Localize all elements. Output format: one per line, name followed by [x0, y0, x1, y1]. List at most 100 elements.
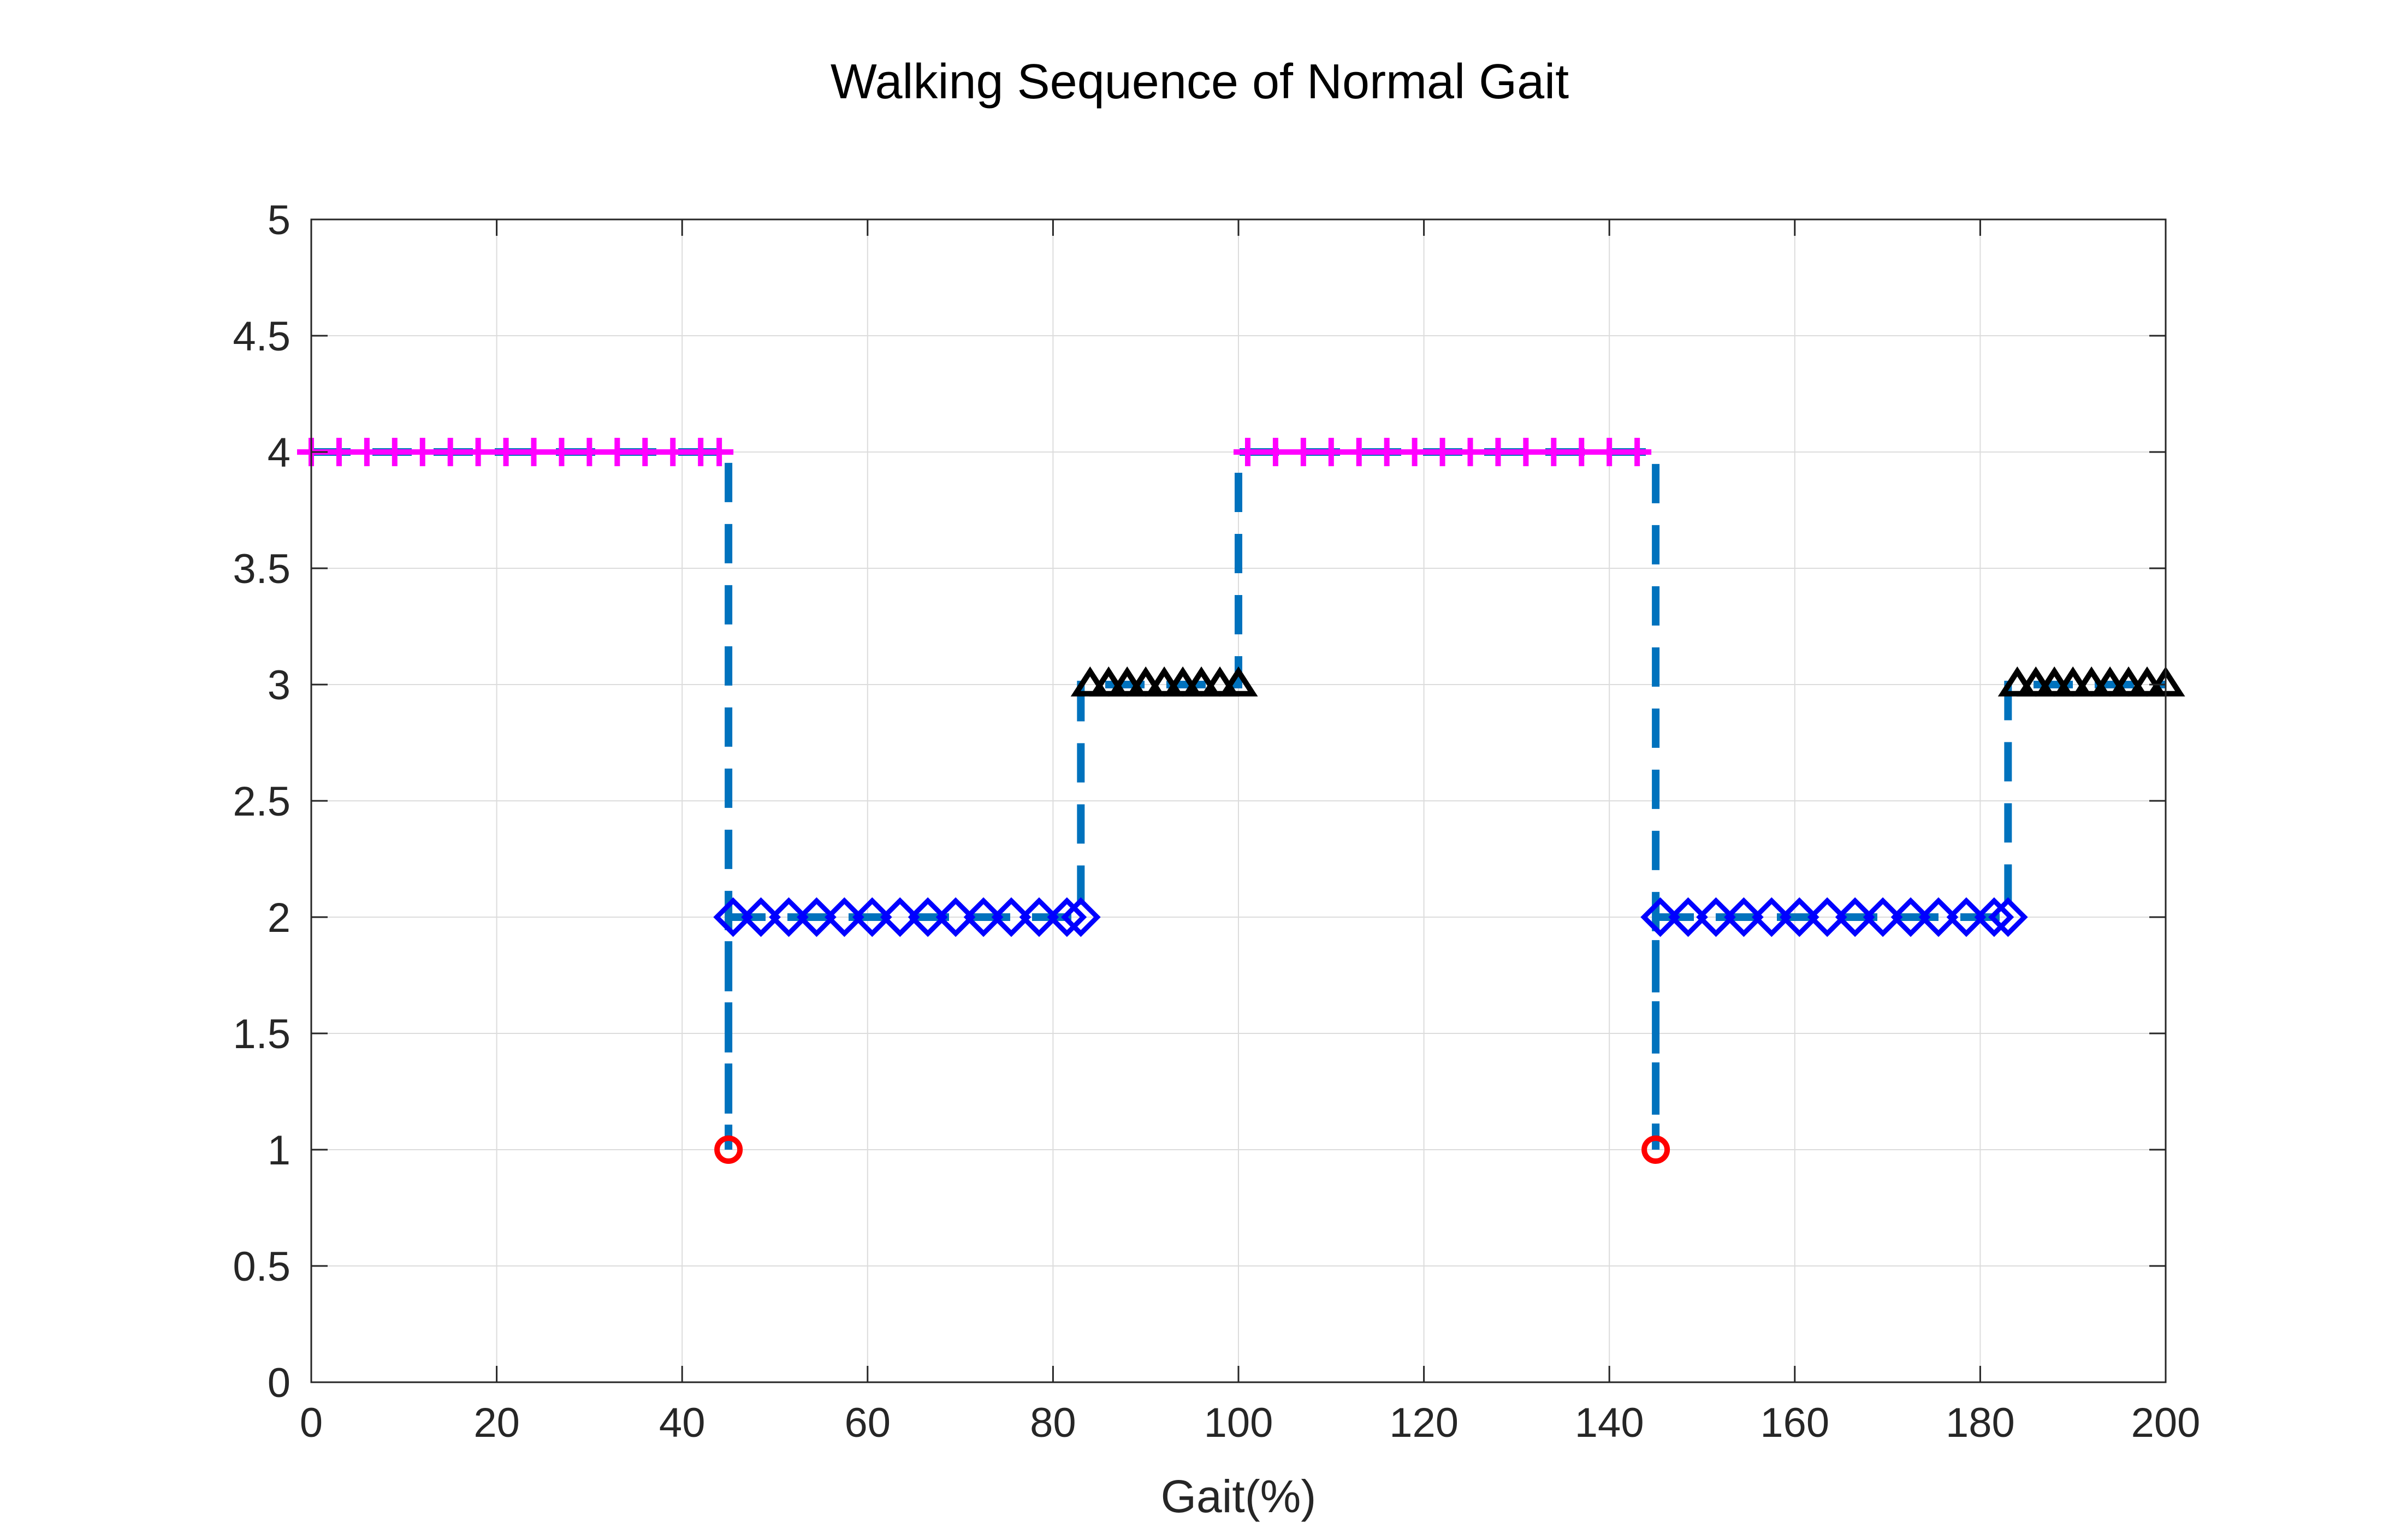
plus-marker [1456, 438, 1485, 466]
diamond-marker [991, 897, 1032, 937]
plus-marker [659, 438, 687, 466]
triangle-marker [1126, 666, 1165, 697]
y-tick-label: 3.5 [233, 546, 291, 592]
triangle-marker [2016, 666, 2055, 697]
plus-marker [1623, 438, 1652, 466]
y-tick-label: 4 [268, 430, 291, 476]
plus-marker [519, 438, 548, 466]
data-series [297, 438, 2185, 1164]
diamond-marker [1779, 897, 1819, 937]
x-tick-label: 160 [1760, 1400, 1829, 1446]
diamond-marker [1696, 897, 1736, 937]
plus-marker [1595, 438, 1624, 466]
x-tick-label: 60 [845, 1400, 891, 1446]
diamond-marker [1640, 897, 1680, 937]
triangle-marker [2127, 666, 2167, 697]
plus-marker [631, 438, 660, 466]
x-tick-label: 40 [659, 1400, 706, 1446]
y-tick-label: 2 [268, 895, 291, 941]
plus-marker [1511, 438, 1540, 466]
y-tick-label: 0 [268, 1360, 291, 1406]
diamond-marker [1060, 897, 1101, 937]
plus-marker [1484, 438, 1513, 466]
y-tick-label: 4.5 [233, 313, 291, 360]
triangle-marker [1182, 666, 1221, 697]
y-tick-label: 0.5 [233, 1244, 291, 1290]
diamond-marker [1974, 897, 2014, 937]
triangle-marker [2109, 666, 2148, 697]
diamond-marker [1918, 897, 1959, 937]
triangle-marker [1200, 666, 1240, 697]
triangle-marker [1997, 666, 2037, 697]
diamond-marker [1863, 897, 1903, 937]
x-tick-label: 120 [1389, 1400, 1459, 1446]
x-tick-label: 0 [300, 1400, 323, 1446]
x-tick-label: 200 [2131, 1400, 2201, 1446]
plus-marker [1372, 438, 1401, 466]
diamond-marker [963, 897, 1004, 937]
diamond-marker [824, 897, 864, 937]
tick-labels: 0 20 40 60 80 100 120 140 160 180 200 0 0.5 1 1.5 2 2.5 3… [233, 197, 2200, 1446]
plus-marker [1400, 438, 1429, 466]
x-tick-label: 180 [1946, 1400, 2015, 1446]
diamond-marker [908, 897, 948, 937]
plus-marker [1428, 438, 1457, 466]
triangle-marker [1089, 666, 1128, 697]
diamond-marker [769, 897, 809, 937]
plus-marker [1344, 438, 1373, 466]
plus-marker [352, 438, 381, 466]
x-tick-label: 100 [1204, 1400, 1273, 1446]
y-tick-label: 1.5 [233, 1011, 291, 1057]
triangle-marker [1145, 666, 1184, 697]
y-tick-label: 2.5 [233, 778, 291, 825]
triangle-marker [2072, 666, 2111, 697]
triangle-marker [1070, 666, 1110, 697]
x-tick-label: 20 [473, 1400, 520, 1446]
plus-marker [1317, 438, 1345, 466]
plus-marker [603, 438, 632, 466]
x-axis-label: Gait(%) [1161, 1471, 1317, 1522]
y-tick-label: 3 [268, 662, 291, 709]
plus-marker [491, 438, 520, 466]
plus-marker [1233, 438, 1262, 466]
diamond-marker [1807, 897, 1847, 937]
gait-phase-line [311, 448, 2166, 1150]
y-tick-label: 5 [268, 197, 291, 243]
plus-marker [1567, 438, 1596, 466]
plus-marker [408, 438, 437, 466]
diamond-marker [1835, 897, 1875, 937]
diamond-marker [1668, 897, 1708, 937]
chart-title: Walking Sequence of Normal Gait [831, 55, 1569, 109]
plus-marker [1539, 438, 1568, 466]
diamond-marker [1890, 897, 1931, 937]
circle-marker [1641, 1135, 1670, 1164]
triangle-marker [1219, 666, 1258, 697]
plus-marker [1289, 438, 1318, 466]
diamond-marker [852, 897, 892, 937]
plus-marker [436, 438, 465, 466]
diamond-marker [1724, 897, 1764, 937]
diamond-marker [1019, 897, 1059, 937]
triangle-marker [2035, 666, 2074, 697]
plus-marker [705, 438, 734, 466]
plus-marker [464, 438, 493, 466]
diamond-marker [797, 897, 837, 937]
plus-marker [1261, 438, 1290, 466]
axis-ticks [310, 218, 2167, 1383]
diamond-marker [1047, 897, 1087, 937]
triangle-marker [1107, 666, 1147, 697]
plus-marker [380, 438, 409, 466]
diamond-marker [1946, 897, 1987, 937]
plus-marker [324, 438, 353, 466]
x-tick-label: 140 [1575, 1400, 1644, 1446]
diamond-marker [741, 897, 781, 937]
diamond-marker [1988, 897, 2028, 937]
plus-marker [547, 438, 576, 466]
diamond-marker [880, 897, 920, 937]
diamond-marker [935, 897, 976, 937]
diamond-marker [713, 897, 753, 937]
plus-marker [575, 438, 604, 466]
circle-marker [714, 1135, 743, 1164]
diamond-marker [1751, 897, 1792, 937]
